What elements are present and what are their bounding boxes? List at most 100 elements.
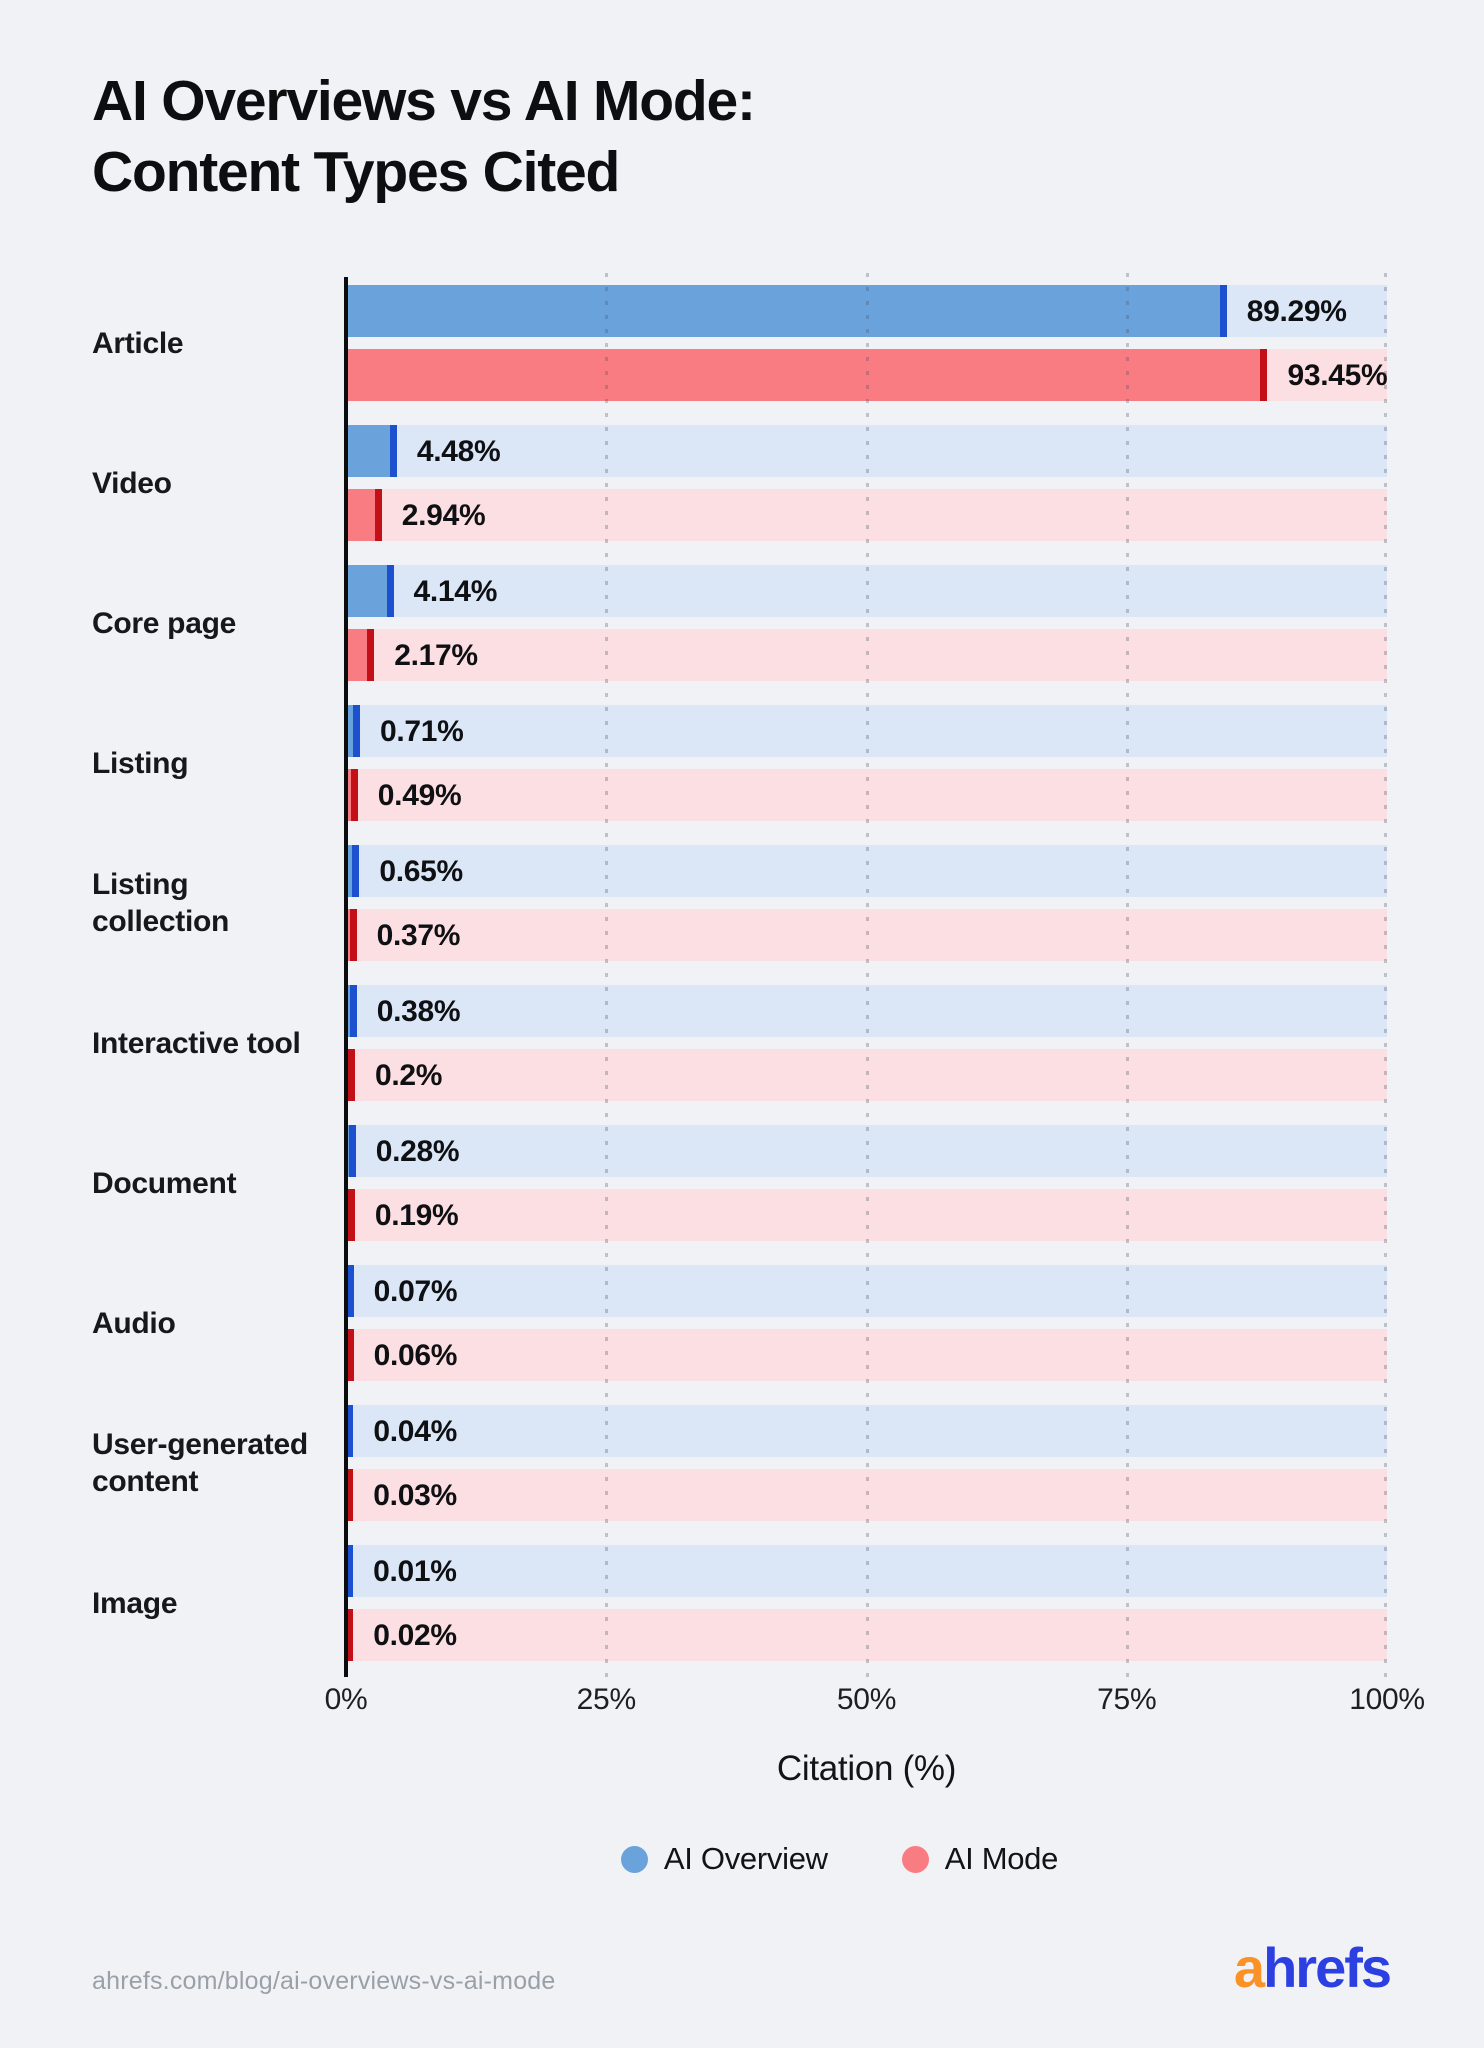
title-line-1: AI Overviews vs AI Mode: bbox=[92, 69, 756, 133]
bar-fill bbox=[346, 769, 358, 822]
category-bars: 0.07% 0.06% bbox=[346, 1265, 1387, 1382]
value-label: 0.07% bbox=[373, 1275, 458, 1309]
x-axis-title: Citation (%) bbox=[776, 1749, 957, 1789]
bar-ai-mode: 0.19% bbox=[346, 1189, 1387, 1242]
bar-ai-mode: 0.49% bbox=[346, 769, 1387, 822]
category-label: Image bbox=[92, 1586, 178, 1620]
category-bars: 4.48% 2.94% bbox=[346, 425, 1387, 542]
bar-ai-overview: 0.28% bbox=[346, 1125, 1387, 1178]
legend-item-ai-overview: AI Overview bbox=[620, 1841, 828, 1877]
value-label: 0.71% bbox=[379, 715, 464, 749]
category-bars: 0.04% 0.03% bbox=[346, 1405, 1387, 1522]
category-group: Audio 0.07% 0.06% bbox=[92, 1265, 1387, 1382]
bar-fill bbox=[346, 1405, 354, 1458]
category-bars: 0.38% 0.2% bbox=[346, 985, 1387, 1102]
legend-label: AI Overview bbox=[663, 1841, 828, 1877]
value-label: 0.04% bbox=[373, 1415, 457, 1449]
value-label: 0.01% bbox=[373, 1555, 457, 1589]
bar-groups: Article 89.29% 93.45% Video 4.48% 2.94% Core p… bbox=[92, 285, 1388, 1662]
bar-fill bbox=[346, 1609, 354, 1662]
value-label: 89.29% bbox=[1246, 295, 1347, 329]
category-label: Listing bbox=[92, 746, 189, 780]
bar-fill bbox=[346, 1189, 355, 1242]
category-group: Article 89.29% 93.45% bbox=[92, 285, 1388, 402]
ahrefs-logo-hrefs: hrefs bbox=[1263, 1936, 1392, 1999]
ahrefs-logo: ahrefs bbox=[1234, 1940, 1392, 1996]
value-label: 4.14% bbox=[413, 575, 498, 609]
category-label: Document bbox=[92, 1166, 237, 1200]
bar-fill bbox=[346, 425, 397, 478]
category-group: Core page 4.14% 2.17% bbox=[92, 565, 1387, 682]
bar-ai-mode: 0.06% bbox=[346, 1329, 1387, 1382]
category-label: Listing collection bbox=[92, 867, 230, 939]
value-label: 93.45% bbox=[1287, 359, 1388, 393]
value-label: 0.06% bbox=[373, 1339, 458, 1373]
bar-ai-mode: 93.45% bbox=[346, 349, 1388, 402]
source-url: ahrefs.com/blog/ai-overviews-vs-ai-mode bbox=[92, 1967, 556, 1995]
bar-ai-mode: 0.03% bbox=[346, 1469, 1387, 1522]
footer: ahrefs.com/blog/ai-overviews-vs-ai-mode … bbox=[92, 1940, 1392, 1996]
bar-fill bbox=[346, 349, 1268, 402]
category-bars: 4.14% 2.17% bbox=[346, 565, 1387, 682]
category-bars: 0.01% 0.02% bbox=[346, 1545, 1387, 1662]
legend-dot-icon bbox=[901, 1845, 929, 1873]
category-group: Image 0.01% 0.02% bbox=[92, 1545, 1387, 1662]
category-group: Document 0.28% 0.19% bbox=[92, 1125, 1387, 1242]
value-label: 0.19% bbox=[374, 1199, 459, 1233]
bar-ai-overview: 0.38% bbox=[346, 985, 1387, 1038]
value-label: 0.65% bbox=[379, 855, 463, 889]
bar-ai-mode: 2.94% bbox=[346, 489, 1387, 542]
category-bars: 0.28% 0.19% bbox=[346, 1125, 1387, 1242]
bar-ai-overview: 89.29% bbox=[346, 285, 1387, 338]
bar-fill bbox=[346, 285, 1227, 338]
legend-label: AI Mode bbox=[944, 1841, 1059, 1877]
bar-fill bbox=[346, 1125, 356, 1178]
category-bars: 0.71% 0.49% bbox=[346, 705, 1387, 822]
value-label: 2.94% bbox=[401, 499, 486, 533]
bar-fill bbox=[346, 565, 394, 618]
x-tick-25: 25% bbox=[576, 1683, 636, 1717]
legend-item-ai-mode: AI Mode bbox=[901, 1841, 1059, 1877]
bar-ai-mode: 2.17% bbox=[346, 629, 1387, 682]
category-group: User-generated content 0.04% 0.03% bbox=[92, 1405, 1387, 1522]
bar-fill bbox=[346, 705, 360, 758]
bar-ai-overview: 4.14% bbox=[346, 565, 1387, 618]
ahrefs-logo-a: a bbox=[1233, 1936, 1265, 1999]
category-label: Interactive tool bbox=[92, 1026, 301, 1060]
bar-fill bbox=[346, 1545, 354, 1598]
bar-fill bbox=[346, 1329, 354, 1382]
title-line-2: Content Types Cited bbox=[92, 139, 620, 204]
value-label: 0.28% bbox=[375, 1135, 460, 1169]
value-label: 4.48% bbox=[416, 435, 501, 469]
legend-dot-icon bbox=[620, 1845, 648, 1873]
legend: AI Overview AI Mode bbox=[292, 1841, 1387, 1877]
x-axis-ticks: 0% 25% 50% 75% 100% bbox=[325, 1683, 1425, 1721]
bar-fill bbox=[346, 629, 375, 682]
bar-ai-overview: 0.07% bbox=[346, 1265, 1387, 1318]
category-label: Audio bbox=[92, 1306, 176, 1340]
bar-ai-mode: 0.2% bbox=[346, 1049, 1387, 1102]
bar-fill bbox=[346, 1265, 354, 1318]
category-label: Article bbox=[92, 326, 184, 360]
category-group: Listing collection 0.65% 0.37% bbox=[92, 845, 1387, 962]
category-label: Video bbox=[92, 466, 172, 500]
category-group: Listing 0.71% 0.49% bbox=[92, 705, 1387, 822]
page-title: AI Overviews vs AI Mode: Content Types Ci… bbox=[92, 66, 1390, 207]
value-label: 2.17% bbox=[394, 639, 478, 673]
bar-fill bbox=[346, 1469, 354, 1522]
bar-ai-overview: 4.48% bbox=[346, 425, 1387, 478]
value-label: 0.49% bbox=[377, 779, 462, 813]
category-bars: 0.65% 0.37% bbox=[346, 845, 1387, 962]
category-group: Interactive tool 0.38% 0.2% bbox=[92, 985, 1387, 1102]
value-label: 0.03% bbox=[373, 1479, 457, 1513]
bar-ai-mode: 0.37% bbox=[346, 909, 1387, 962]
x-tick-100: 100% bbox=[1349, 1683, 1425, 1717]
bar-chart: Article 89.29% 93.45% Video 4.48% 2.94% Core p… bbox=[92, 273, 1425, 1877]
plot-area: Article 89.29% 93.45% Video 4.48% 2.94% Core p… bbox=[92, 273, 1388, 1688]
category-bars: 89.29% 93.45% bbox=[346, 285, 1388, 402]
category-group: Video 4.48% 2.94% bbox=[92, 425, 1387, 542]
bar-fill bbox=[346, 845, 360, 898]
x-tick-50: 50% bbox=[836, 1683, 897, 1717]
value-label: 0.37% bbox=[376, 919, 461, 953]
